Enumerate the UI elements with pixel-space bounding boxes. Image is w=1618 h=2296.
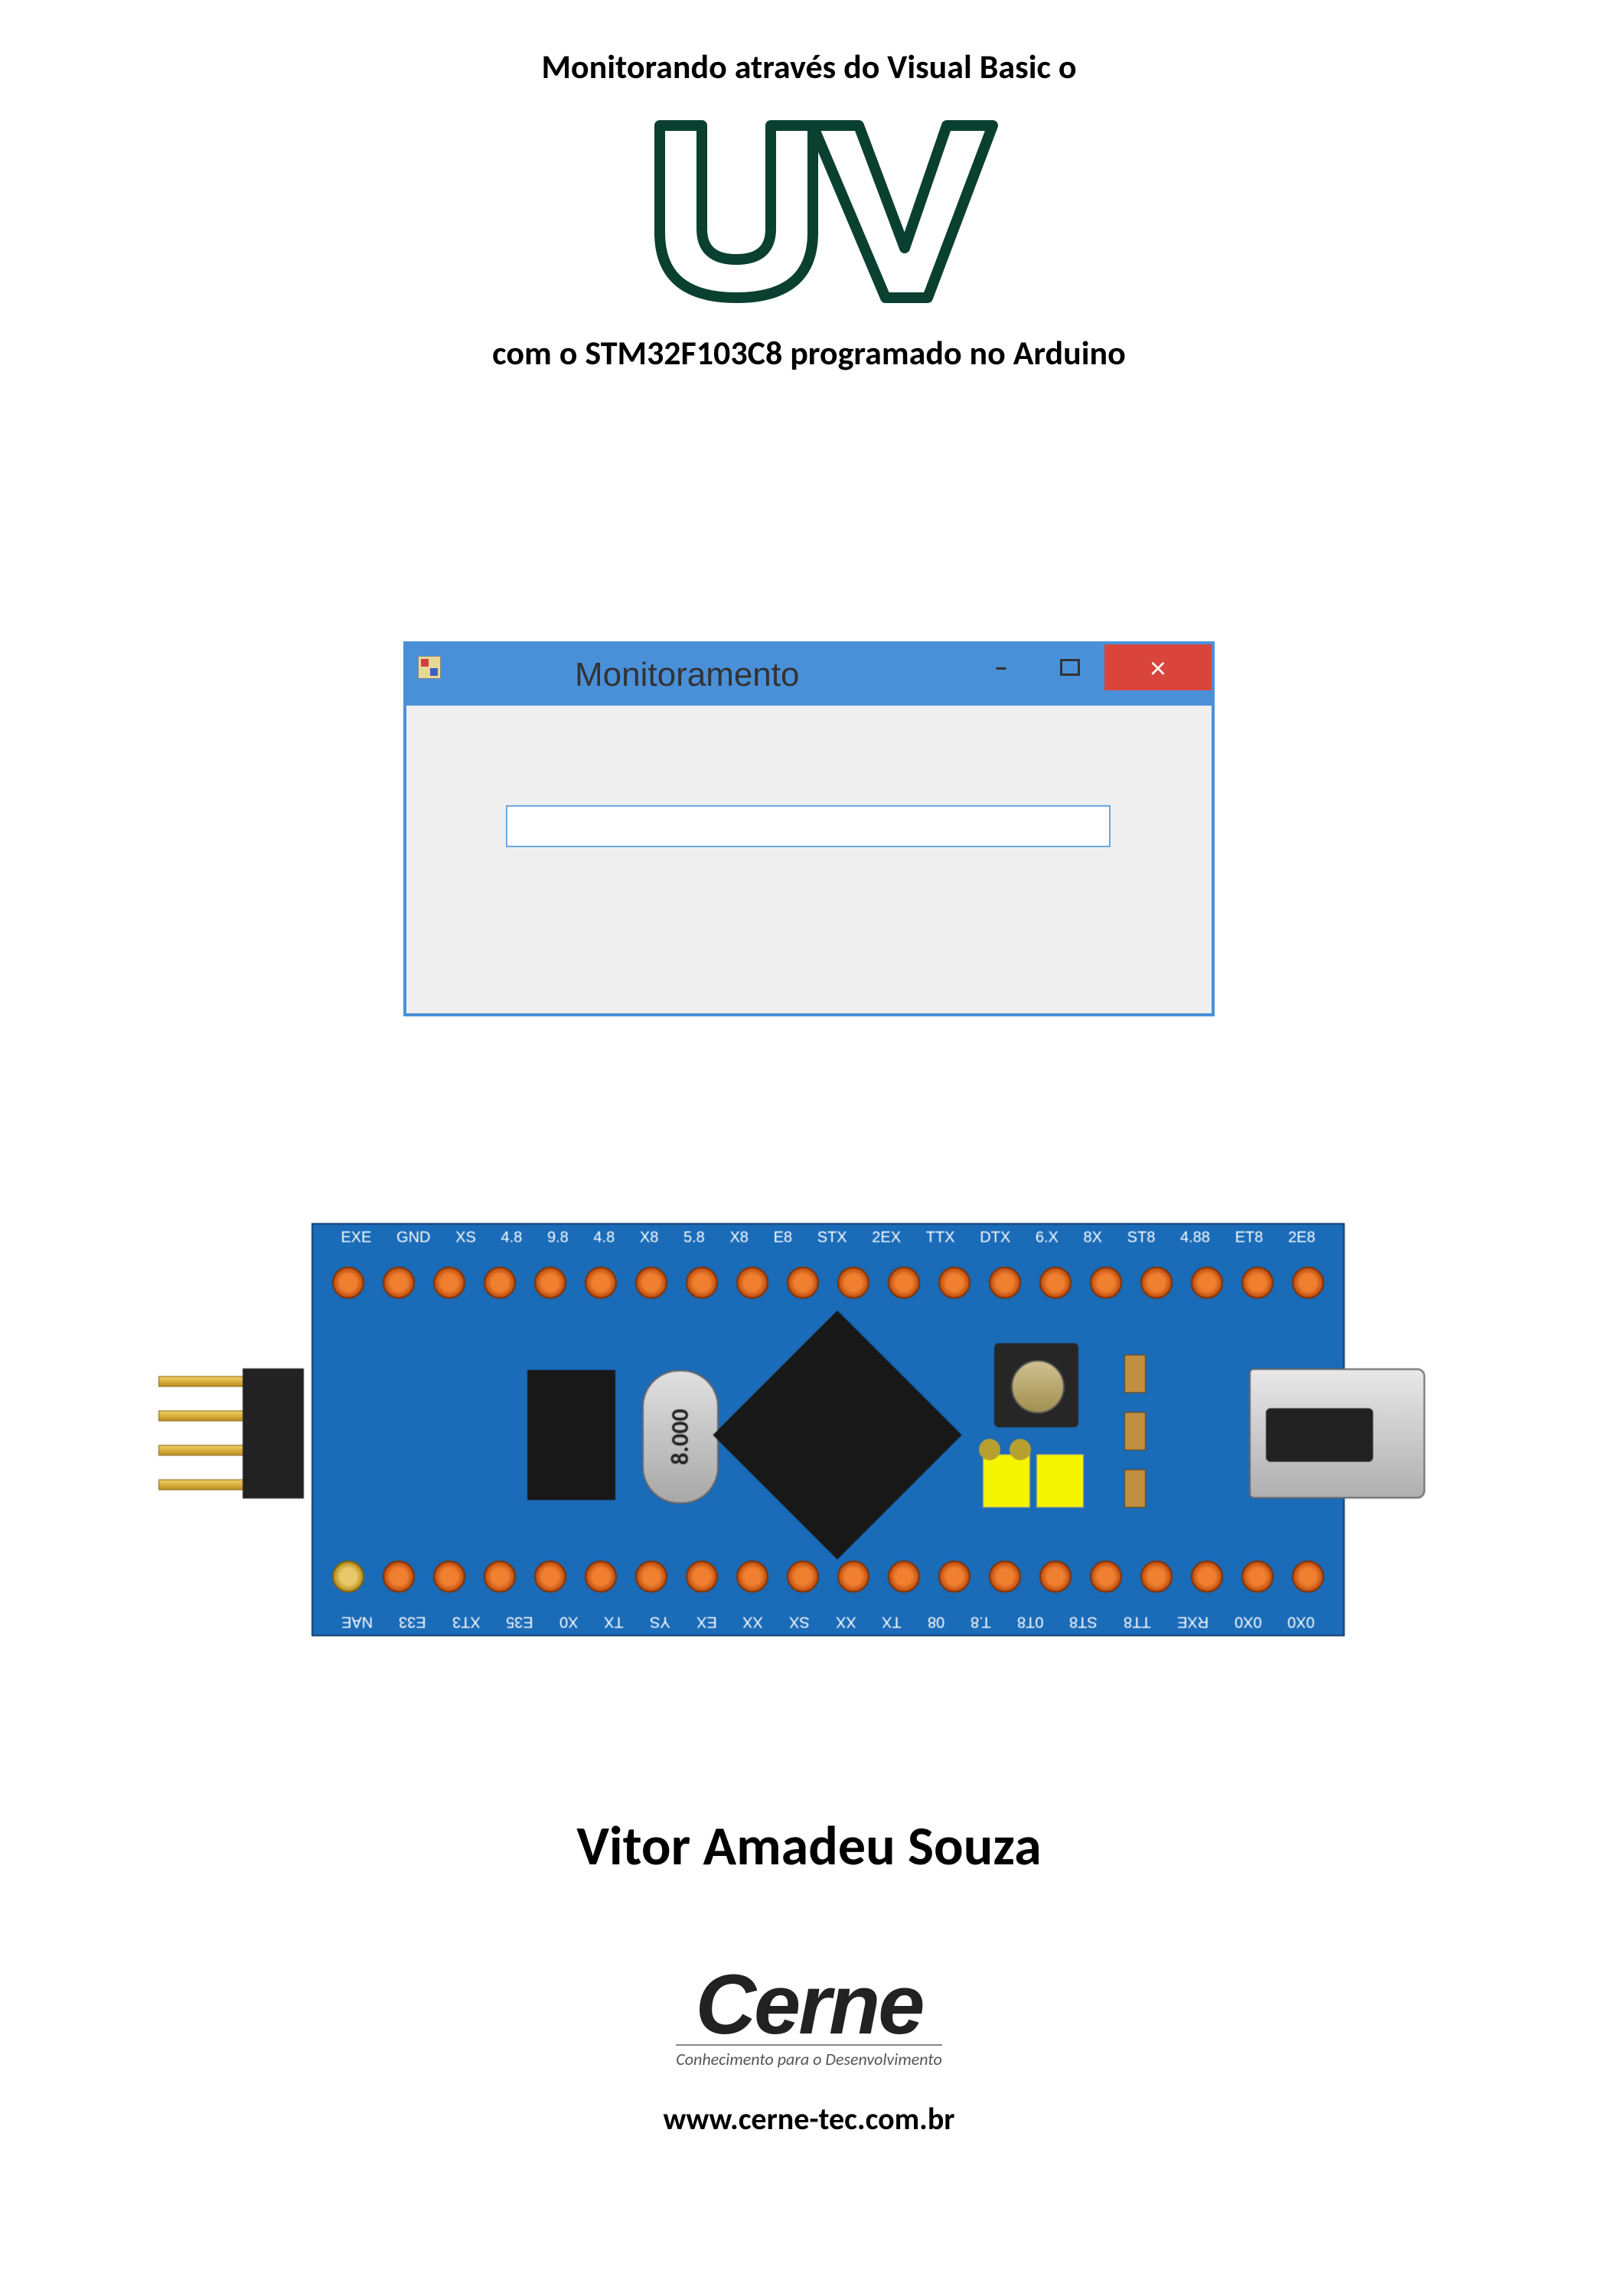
maximize-button[interactable]: [1036, 644, 1104, 690]
pin-labels-bottom: NAEE33XT3E35X0TXYSEXXXSXXXTX08T.80T8ST8T…: [313, 1600, 1343, 1630]
reset-button[interactable]: [994, 1343, 1078, 1427]
form-icon: [418, 656, 441, 679]
title-line-2: com o STM32F103C8 programado no Arduino: [492, 332, 1126, 373]
pad-row-top: [332, 1267, 1324, 1299]
pad-row-bottom: [332, 1561, 1324, 1593]
publisher-logo: Cerne Conhecimento para o Desenvolviment…: [663, 1956, 954, 2138]
pin-labels-top: EXEGNDXS4.89.84.8X85.8X8E8STX2EXTTXDTX6.…: [313, 1229, 1343, 1260]
crystal: 8.000: [642, 1370, 719, 1504]
minimize-button[interactable]: –: [967, 644, 1036, 690]
publisher-name: Cerne: [663, 1956, 954, 2053]
boot-jumpers: [983, 1454, 1098, 1508]
regulator-chip: [527, 1370, 615, 1500]
window-title: Monitoramento: [575, 656, 799, 694]
vb-window: Monitoramento – ×: [403, 641, 1215, 1016]
stm32-board: EXEGNDXS4.89.84.8X85.8X8E8STX2EXTTXDTX6.…: [235, 1223, 1383, 1636]
window-body: [406, 706, 1212, 1013]
crystal-label: 8.000: [665, 1409, 695, 1465]
window-titlebar: Monitoramento – ×: [406, 644, 1212, 706]
author-name: Vitor Amadeu Souza: [576, 1812, 1041, 1880]
monitor-textbox[interactable]: [506, 805, 1111, 847]
micro-usb-port: [1249, 1368, 1425, 1499]
boot0-jumper[interactable]: [983, 1454, 1030, 1508]
window-controls: – ×: [967, 644, 1212, 690]
publisher-tagline: Conhecimento para o Desenvolvimento: [676, 2044, 942, 2069]
mcu-chip: [713, 1310, 961, 1559]
swd-header: [158, 1368, 312, 1499]
uv-logo: [618, 110, 1000, 317]
boot1-jumper[interactable]: [1036, 1454, 1084, 1508]
smd-components: [1124, 1355, 1146, 1508]
publisher-url: www.cerne-tec.com.br: [663, 2100, 954, 2138]
title-line-1: Monitorando através do Visual Basic o: [541, 46, 1076, 87]
pcb: EXEGNDXS4.89.84.8X85.8X8E8STX2EXTTXDTX6.…: [312, 1223, 1345, 1636]
page-root: Monitorando através do Visual Basic o co…: [0, 0, 1618, 2296]
close-button[interactable]: ×: [1104, 644, 1212, 690]
